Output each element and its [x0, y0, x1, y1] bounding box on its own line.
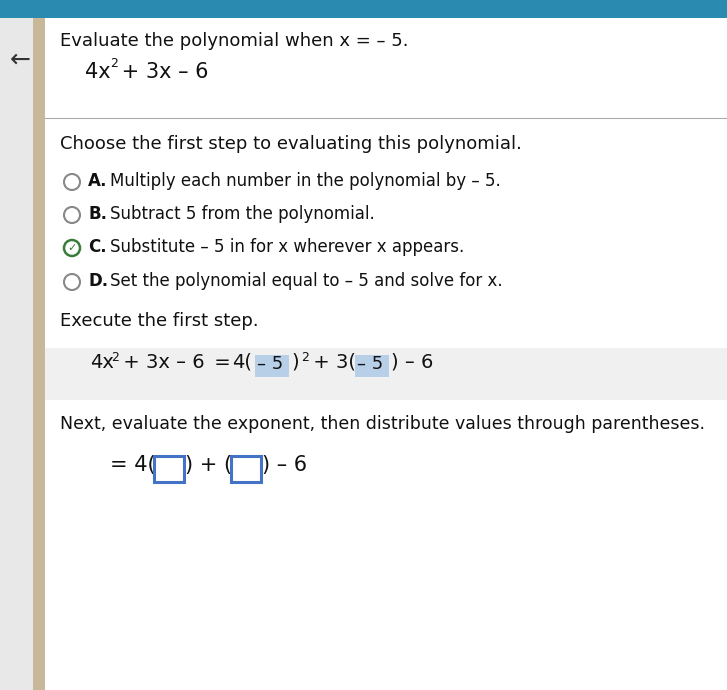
Text: 4x: 4x [90, 353, 114, 372]
FancyBboxPatch shape [154, 456, 184, 482]
Text: 4(: 4( [232, 353, 252, 372]
Text: C.: C. [88, 238, 107, 256]
Text: Execute the first step.: Execute the first step. [60, 312, 259, 330]
Text: 2: 2 [110, 57, 118, 70]
Text: – 5: – 5 [257, 355, 284, 373]
Text: ) – 6: ) – 6 [262, 455, 307, 475]
Bar [0, 18, 40, 690]
Text: Next, evaluate the exponent, then distribute values through parentheses.: Next, evaluate the exponent, then distri… [60, 415, 705, 433]
Text: 4x: 4x [85, 62, 111, 82]
Text: Subtract 5 from the polynomial.: Subtract 5 from the polynomial. [110, 205, 374, 223]
FancyBboxPatch shape [231, 456, 261, 482]
Circle shape [64, 207, 80, 223]
Text: A.: A. [88, 172, 108, 190]
Text: + 3x – 6: + 3x – 6 [117, 353, 204, 372]
Text: Choose the first step to evaluating this polynomial.: Choose the first step to evaluating this… [60, 135, 522, 153]
Circle shape [64, 274, 80, 290]
Text: + 3(: + 3( [307, 353, 356, 372]
Bar [255, 355, 289, 377]
Text: ): ) [291, 353, 299, 372]
Text: ) – 6: ) – 6 [391, 353, 433, 372]
Text: + 3x – 6: + 3x – 6 [115, 62, 209, 82]
Text: 2: 2 [301, 351, 309, 364]
Text: =: = [208, 353, 237, 372]
Bar [355, 355, 389, 377]
Text: B.: B. [88, 205, 107, 223]
Text: ←: ← [9, 48, 31, 72]
Text: ✓: ✓ [68, 243, 76, 253]
Bar [33, 18, 45, 690]
Text: Multiply each number in the polynomial by – 5.: Multiply each number in the polynomial b… [110, 172, 501, 190]
Text: Substitute – 5 in for x wherever x appears.: Substitute – 5 in for x wherever x appea… [110, 238, 465, 256]
Text: – 5: – 5 [357, 355, 383, 373]
Text: D.: D. [88, 272, 108, 290]
Text: Set the polynomial equal to – 5 and solve for x.: Set the polynomial equal to – 5 and solv… [110, 272, 502, 290]
Bar [0, 0, 727, 18]
Text: Evaluate the polynomial when x = – 5.: Evaluate the polynomial when x = – 5. [60, 32, 409, 50]
Circle shape [64, 174, 80, 190]
Circle shape [64, 240, 80, 256]
Text: 2: 2 [111, 351, 119, 364]
Bar [45, 348, 727, 400]
Text: ) + (: ) + ( [185, 455, 232, 475]
Text: = 4(: = 4( [110, 455, 156, 475]
